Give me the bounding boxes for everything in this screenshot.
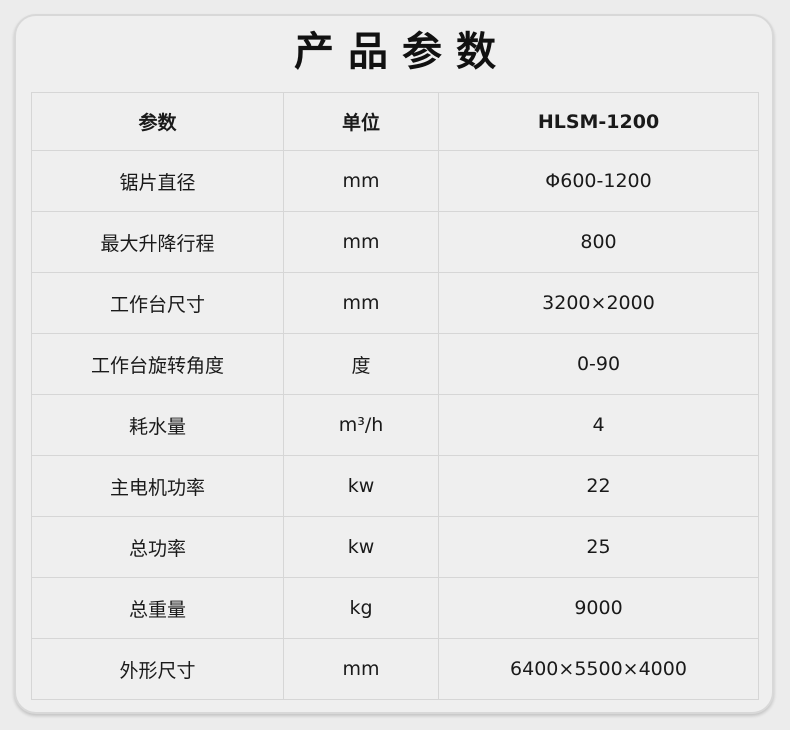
cell-value: 3200×2000 bbox=[438, 272, 759, 334]
cell-value: 0-90 bbox=[438, 333, 759, 395]
cell-unit: kw bbox=[283, 516, 439, 578]
cell-parameter: 主电机功率 bbox=[31, 455, 284, 517]
table-row: 最大升降行程 mm 800 bbox=[31, 211, 759, 273]
cell-parameter: 最大升降行程 bbox=[31, 211, 284, 273]
cell-parameter: 总重量 bbox=[31, 577, 284, 639]
cell-parameter: 耗水量 bbox=[31, 394, 284, 456]
header-unit: 单位 bbox=[283, 92, 439, 151]
page-title: 产品参数 bbox=[294, 29, 510, 75]
table-row: 主电机功率 kw 22 bbox=[31, 455, 759, 517]
cell-parameter: 锯片直径 bbox=[31, 150, 284, 212]
cell-value: Φ600-1200 bbox=[438, 150, 759, 212]
cell-unit: mm bbox=[283, 150, 439, 212]
table-row: 锯片直径 mm Φ600-1200 bbox=[31, 150, 759, 212]
cell-value: 6400×5500×4000 bbox=[438, 638, 759, 700]
cell-unit: kg bbox=[283, 577, 439, 639]
cell-unit: m³/h bbox=[283, 394, 439, 456]
cell-parameter: 外形尺寸 bbox=[31, 638, 284, 700]
table-row: 总功率 kw 25 bbox=[31, 516, 759, 578]
table-row: 总重量 kg 9000 bbox=[31, 577, 759, 639]
cell-value: 22 bbox=[438, 455, 759, 517]
cell-parameter: 总功率 bbox=[31, 516, 284, 578]
cell-unit: mm bbox=[283, 211, 439, 273]
spec-table: 参数 单位 HLSM-1200 锯片直径 mm Φ600-1200 最大升降行程 mm 8… bbox=[31, 92, 759, 700]
header-model: HLSM-1200 bbox=[438, 92, 759, 151]
cell-unit: mm bbox=[283, 272, 439, 334]
cell-unit: kw bbox=[283, 455, 439, 517]
cell-unit: 度 bbox=[283, 333, 439, 395]
header-parameter: 参数 bbox=[31, 92, 284, 151]
cell-parameter: 工作台旋转角度 bbox=[31, 333, 284, 395]
cell-value: 25 bbox=[438, 516, 759, 578]
table-row: 工作台旋转角度度 0-90 bbox=[31, 333, 759, 395]
cell-unit: mm bbox=[283, 638, 439, 700]
cell-value: 4 bbox=[438, 394, 759, 456]
table-row: 外形尺寸 mm 6400×5500×4000 bbox=[31, 638, 759, 700]
table-row: 耗水量 m³/h 4 bbox=[31, 394, 759, 456]
cell-value: 800 bbox=[438, 211, 759, 273]
cell-value: 9000 bbox=[438, 577, 759, 639]
table-row: 工作台尺寸 mm 3200×2000 bbox=[31, 272, 759, 334]
cell-parameter: 工作台尺寸 bbox=[31, 272, 284, 334]
table-header-row: 参数 单位 HLSM-1200 bbox=[31, 92, 759, 151]
